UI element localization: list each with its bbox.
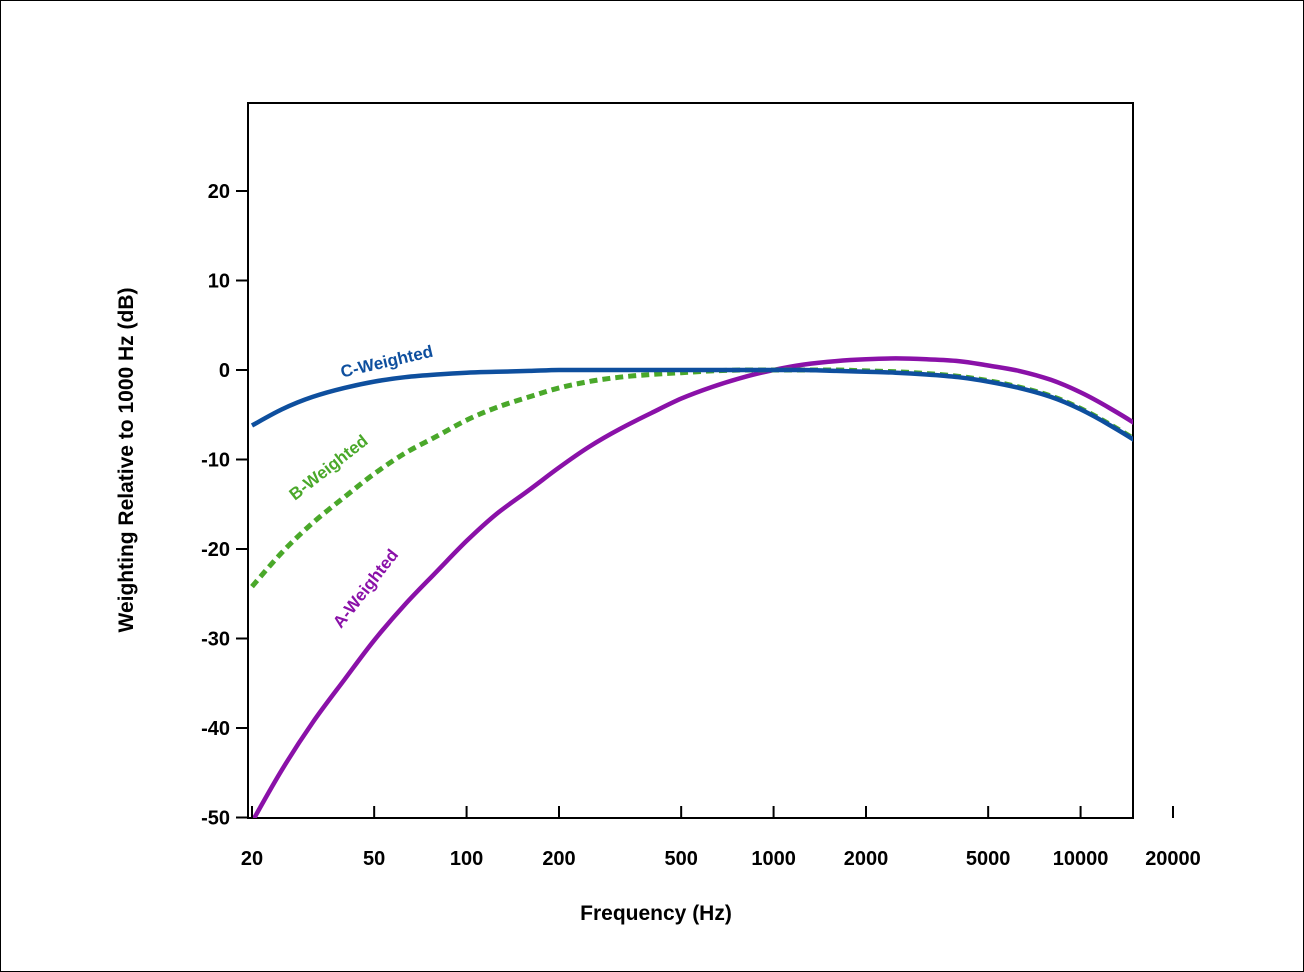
x-tick-label: 20000: [1145, 848, 1201, 870]
x-axis-title: Frequency (Hz): [580, 902, 732, 925]
y-tick-label: 0: [219, 360, 230, 382]
x-tick-label: 2000: [844, 848, 889, 870]
plot-area: [247, 102, 1134, 819]
y-axis-ticks: 20 10 0 -10 -20 -30 -40 -50: [201, 181, 248, 830]
x-axis-ticks: 20 50 100 200 500 1000 2000 5000 10000 20000: [241, 806, 1201, 870]
series-line-c-weighted: [250, 367, 1133, 442]
x-tick-label: 100: [450, 848, 483, 870]
curves-group: [250, 356, 1133, 818]
y-tick-label: 10: [208, 271, 230, 293]
series-line-a-weighted: [251, 356, 1133, 818]
x-tick-label: 500: [664, 848, 697, 870]
x-tick-label: 10000: [1053, 848, 1109, 870]
x-tick-label: 5000: [966, 848, 1011, 870]
x-tick-label: 50: [363, 848, 385, 870]
y-tick-label: -30: [201, 629, 230, 651]
y-tick-label: -40: [201, 718, 230, 740]
y-axis-title: Weighting Relative to 1000 Hz (dB): [115, 288, 138, 633]
y-tick-label: -50: [201, 808, 230, 830]
y-tick-label: 20: [208, 181, 230, 203]
x-tick-label: 20: [241, 848, 263, 870]
x-tick-label: 200: [542, 848, 575, 870]
x-tick-label: 1000: [751, 848, 796, 870]
y-tick-label: -20: [201, 539, 230, 561]
y-tick-label: -10: [201, 450, 230, 472]
